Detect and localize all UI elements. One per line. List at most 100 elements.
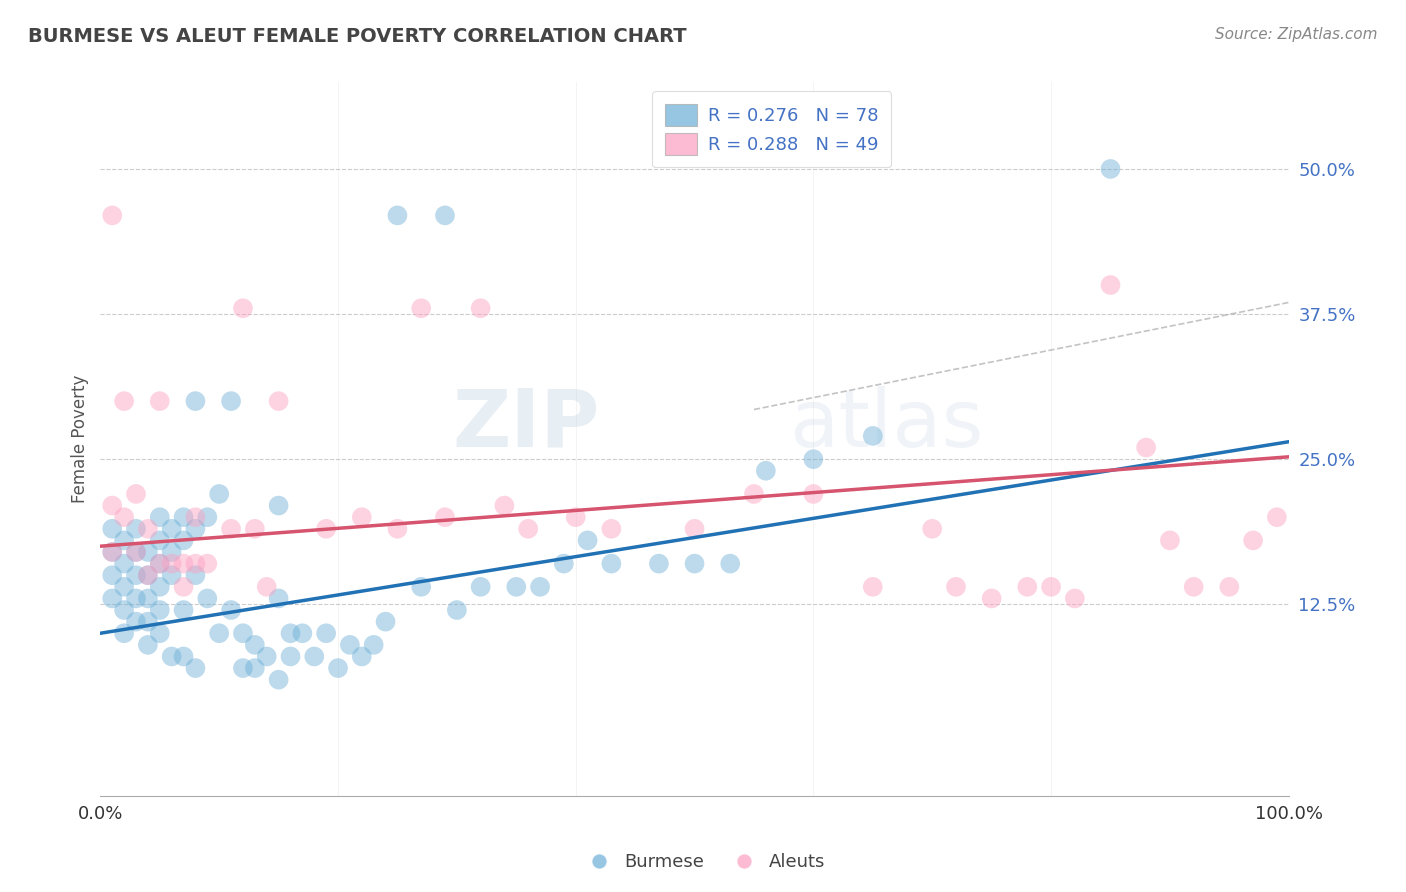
Point — [339, 638, 361, 652]
Point — [101, 545, 124, 559]
Point — [195, 591, 218, 606]
Point — [136, 638, 159, 652]
Point — [243, 638, 266, 652]
Point — [718, 557, 741, 571]
Point — [553, 557, 575, 571]
Point — [256, 649, 278, 664]
Point — [149, 580, 172, 594]
Point — [494, 499, 516, 513]
Point — [243, 522, 266, 536]
Point — [267, 499, 290, 513]
Point — [505, 580, 527, 594]
Point — [149, 394, 172, 409]
Point — [136, 591, 159, 606]
Point — [600, 522, 623, 536]
Point — [433, 208, 456, 222]
Text: Source: ZipAtlas.com: Source: ZipAtlas.com — [1215, 27, 1378, 42]
Point — [374, 615, 396, 629]
Point — [219, 522, 242, 536]
Point — [683, 557, 706, 571]
Point — [755, 464, 778, 478]
Point — [149, 603, 172, 617]
Point — [101, 591, 124, 606]
Point — [195, 557, 218, 571]
Point — [160, 545, 183, 559]
Point — [446, 603, 468, 617]
Point — [125, 487, 148, 501]
Point — [160, 557, 183, 571]
Point — [219, 603, 242, 617]
Point — [173, 533, 195, 548]
Point — [149, 533, 172, 548]
Point — [576, 533, 599, 548]
Point — [411, 301, 433, 316]
Point — [1159, 533, 1181, 548]
Point — [125, 522, 148, 536]
Point — [112, 533, 135, 548]
Point — [243, 661, 266, 675]
Point — [173, 580, 195, 594]
Point — [1241, 533, 1264, 548]
Point — [517, 522, 540, 536]
Point — [945, 580, 967, 594]
Point — [862, 429, 884, 443]
Point — [862, 580, 884, 594]
Point — [149, 557, 172, 571]
Point — [184, 661, 207, 675]
Point — [184, 394, 207, 409]
Point — [1099, 278, 1122, 293]
Point — [219, 394, 242, 409]
Point — [101, 208, 124, 222]
Point — [184, 522, 207, 536]
Point — [1099, 161, 1122, 176]
Point — [173, 510, 195, 524]
Point — [564, 510, 586, 524]
Point — [173, 557, 195, 571]
Text: BURMESE VS ALEUT FEMALE POVERTY CORRELATION CHART: BURMESE VS ALEUT FEMALE POVERTY CORRELAT… — [28, 27, 686, 45]
Point — [195, 510, 218, 524]
Point — [232, 301, 254, 316]
Legend: R = 0.276   N = 78, R = 0.288   N = 49: R = 0.276 N = 78, R = 0.288 N = 49 — [652, 91, 891, 168]
Point — [1017, 580, 1039, 594]
Point — [387, 522, 409, 536]
Point — [160, 649, 183, 664]
Point — [980, 591, 1002, 606]
Point — [136, 615, 159, 629]
Point — [600, 557, 623, 571]
Point — [160, 568, 183, 582]
Point — [803, 452, 825, 467]
Point — [160, 522, 183, 536]
Point — [136, 568, 159, 582]
Point — [112, 580, 135, 594]
Point — [1218, 580, 1240, 594]
Point — [648, 557, 671, 571]
Point — [304, 649, 326, 664]
Point — [232, 626, 254, 640]
Point — [1135, 441, 1157, 455]
Point — [232, 661, 254, 675]
Point — [125, 545, 148, 559]
Point — [149, 557, 172, 571]
Point — [683, 522, 706, 536]
Point — [411, 580, 433, 594]
Point — [529, 580, 551, 594]
Point — [125, 568, 148, 582]
Point — [101, 568, 124, 582]
Point — [112, 394, 135, 409]
Point — [136, 545, 159, 559]
Point — [350, 510, 373, 524]
Point — [208, 487, 231, 501]
Point — [1265, 510, 1288, 524]
Point — [112, 557, 135, 571]
Y-axis label: Female Poverty: Female Poverty — [72, 375, 89, 503]
Point — [1063, 591, 1085, 606]
Point — [112, 510, 135, 524]
Point — [173, 603, 195, 617]
Point — [1182, 580, 1205, 594]
Point — [803, 487, 825, 501]
Point — [125, 591, 148, 606]
Legend: Burmese, Aleuts: Burmese, Aleuts — [574, 847, 832, 879]
Point — [136, 568, 159, 582]
Point — [136, 522, 159, 536]
Point — [125, 545, 148, 559]
